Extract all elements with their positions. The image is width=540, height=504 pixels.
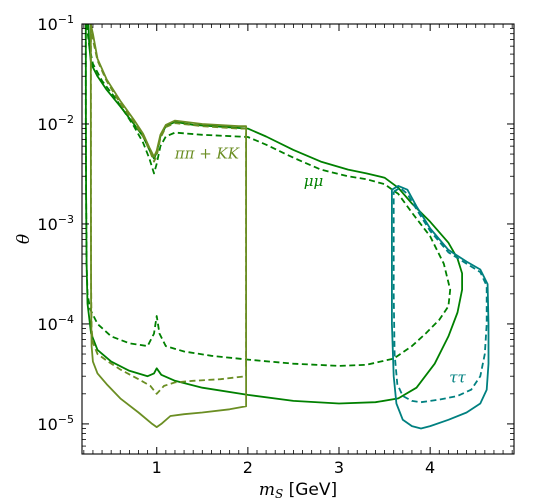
region-label: ππ + KK [174, 145, 240, 163]
series-line-3 [90, 23, 247, 395]
x-tick-label: 1 [152, 458, 162, 477]
axes-layer [81, 23, 515, 455]
region-label: ττ [449, 368, 466, 386]
y-tick-label: 10−1 [37, 13, 74, 34]
series-line-5 [392, 186, 488, 404]
labels-layer: 1 2 3 4 10−5 10−4 10−3 10−2 10−1 mS [GeV] θ ππ + KK… [14, 13, 466, 501]
y-axis-label: θ [14, 234, 34, 244]
y-tick-label: 10−4 [37, 313, 74, 334]
series-line-2 [89, 23, 247, 428]
y-tick-label: 10−5 [37, 413, 74, 434]
series-line-4 [391, 185, 490, 430]
series-layer [84, 23, 490, 430]
y-tick-label: 10−3 [37, 213, 74, 234]
plot-frame [81, 23, 515, 455]
series-line-1 [84, 23, 452, 367]
region-label: μμ [304, 172, 324, 190]
x-axis-label: mS [GeV] [259, 480, 337, 501]
y-tick-label: 10−2 [37, 113, 74, 134]
x-tick-label: 3 [334, 458, 344, 477]
x-tick-label: 4 [425, 458, 435, 477]
x-tick-label: 2 [243, 458, 253, 477]
